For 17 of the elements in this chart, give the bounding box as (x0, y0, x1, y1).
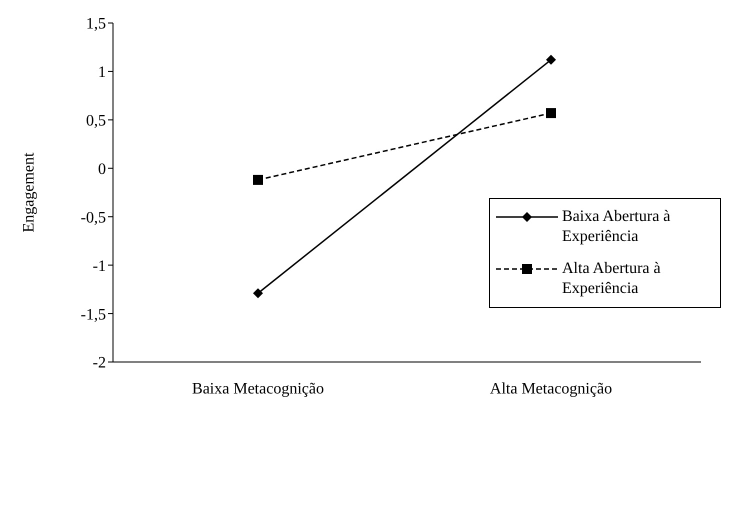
x-tick-label: Baixa Metacognição (192, 380, 324, 398)
point (546, 108, 556, 118)
y-tick-label: -1 (92, 258, 106, 275)
point (253, 288, 263, 298)
legend-label: Alta Abertura à Experiência (562, 259, 662, 299)
y-tick-label: -1,5 (80, 306, 106, 324)
y-tick-label: -0,5 (80, 209, 106, 226)
legend-label: Baixa Abertura à Experiência (562, 207, 672, 247)
point (253, 174, 263, 185)
y-tick-label: 1 (98, 64, 106, 82)
x-tick-label: Alta Metacognição (490, 380, 612, 398)
y-tick-label: 0 (98, 160, 106, 178)
y-tick-label: 1,5 (86, 16, 106, 33)
y-axis-title: Engagement (20, 152, 38, 232)
y-tick-label: -2 (92, 354, 106, 372)
point (546, 54, 556, 65)
y-tick-label: 0,5 (86, 112, 106, 130)
